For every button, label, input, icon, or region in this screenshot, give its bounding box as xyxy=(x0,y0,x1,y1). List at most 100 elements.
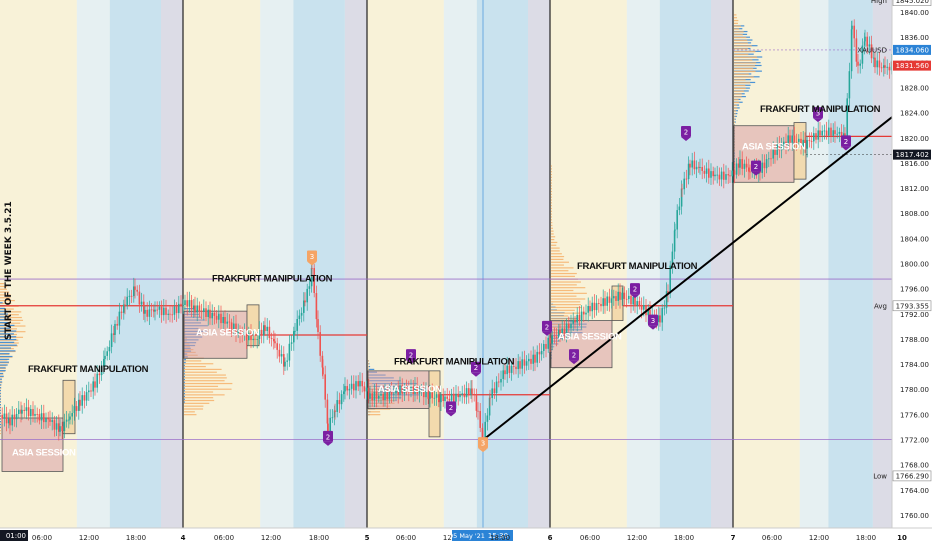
candle-body xyxy=(165,307,167,315)
candle-body xyxy=(363,386,366,392)
candle-body xyxy=(47,418,49,420)
profile-bar xyxy=(0,387,2,389)
candle-body xyxy=(479,410,481,428)
price-tick-label: 1796.00 xyxy=(900,286,929,294)
profile-bar xyxy=(0,401,1,403)
profile-bar xyxy=(551,258,564,260)
profile-bar xyxy=(551,255,565,258)
profile-bar xyxy=(0,376,4,378)
candle-body xyxy=(368,387,370,399)
profile-bar xyxy=(734,59,753,61)
candle-body xyxy=(153,309,155,312)
profile-bar xyxy=(734,116,736,118)
candle-body xyxy=(61,426,63,431)
profile-bar xyxy=(0,330,17,332)
profile-bar xyxy=(0,350,16,353)
candle-body xyxy=(683,178,685,190)
candle-body xyxy=(113,333,115,335)
time-tick-label: 12:00 xyxy=(261,534,281,542)
marker-flag xyxy=(751,160,761,172)
profile-bar xyxy=(0,424,1,426)
profile-bar xyxy=(551,182,552,184)
candle-body xyxy=(521,359,523,369)
candle-body xyxy=(390,390,393,395)
candle-body xyxy=(673,230,676,252)
candle-body xyxy=(266,326,268,332)
time-tick-label: 18:00 xyxy=(126,534,146,542)
time-tick-label: 18:00 xyxy=(856,534,876,542)
profile-bar xyxy=(551,196,552,198)
candle-body xyxy=(3,413,6,419)
marker-label: 2 xyxy=(409,352,413,360)
candle-body xyxy=(658,315,660,323)
candle-body xyxy=(133,286,135,297)
profile-bar xyxy=(0,336,24,338)
marker-flag xyxy=(446,401,456,413)
band-asia xyxy=(183,0,261,528)
price-axis[interactable]: 1760.00 1764.00 1768.00 1772.00 1776.00 1780.… xyxy=(857,0,932,528)
marker-tip xyxy=(307,261,317,266)
candle-body xyxy=(78,399,80,411)
profile-bar xyxy=(0,381,3,383)
candle-body xyxy=(699,167,701,168)
time-tick-label: 18:00 xyxy=(490,534,510,542)
profile-bar xyxy=(734,62,757,64)
profile-bar xyxy=(0,396,1,398)
candle-body xyxy=(604,298,606,306)
candle-body xyxy=(333,410,336,418)
profile-bar xyxy=(184,414,197,416)
candle-body xyxy=(124,304,126,306)
candle-body xyxy=(123,304,125,313)
time-tick-label: 6 xyxy=(548,534,553,542)
candle-body xyxy=(178,303,180,314)
candle-body xyxy=(765,159,768,169)
price-tag xyxy=(892,300,932,312)
profile-bar xyxy=(0,426,1,428)
candle-body xyxy=(555,336,558,338)
profile-bar xyxy=(0,313,8,315)
profile-bar xyxy=(551,222,553,224)
candle-body xyxy=(595,303,598,311)
time-tick-label: 15:30 xyxy=(488,532,508,540)
candle-body xyxy=(144,309,146,314)
marker-flag xyxy=(471,361,481,373)
marker-label: 2 xyxy=(326,433,330,441)
candle-body xyxy=(819,130,821,136)
profile-bar xyxy=(551,171,552,173)
candle-body xyxy=(488,397,491,416)
candle-body xyxy=(203,308,205,313)
time-tick-label: 5 xyxy=(365,534,370,542)
profile-bar xyxy=(0,372,4,375)
profile-bar xyxy=(734,115,737,117)
marker-label: 2 xyxy=(545,323,549,331)
profile-bar xyxy=(0,423,1,425)
profile-bar xyxy=(551,210,552,212)
session-background xyxy=(0,0,892,528)
profile-bar xyxy=(551,216,552,218)
candle-body xyxy=(114,323,116,335)
candle-body xyxy=(278,349,281,357)
band-late xyxy=(711,0,733,528)
marker-flag xyxy=(406,349,416,361)
price-tick-label: 1812.00 xyxy=(900,185,929,193)
time-axis[interactable]: 06:00 12:00 18:00 4 06:00 12:00 18:00 5 06:00 12:… xyxy=(0,527,932,550)
candle-body xyxy=(171,314,173,316)
candle-body xyxy=(1,414,3,419)
marker-label: 2 xyxy=(572,352,576,360)
profile-bar xyxy=(0,327,11,329)
candle-body xyxy=(324,374,326,400)
trendline[interactable] xyxy=(482,106,906,441)
profile-bar xyxy=(551,205,552,207)
candle-body xyxy=(13,414,16,420)
candle-body xyxy=(565,323,568,334)
candle-body xyxy=(11,414,13,426)
price-tick-label: 1816.00 xyxy=(900,160,929,168)
candle-body xyxy=(290,342,293,344)
candle-body xyxy=(576,314,578,323)
candle-body xyxy=(606,296,608,306)
candle-body xyxy=(329,417,331,432)
time-tick-label: 18:00 xyxy=(674,534,694,542)
candle-body xyxy=(477,410,479,412)
profile-bar xyxy=(551,213,552,215)
